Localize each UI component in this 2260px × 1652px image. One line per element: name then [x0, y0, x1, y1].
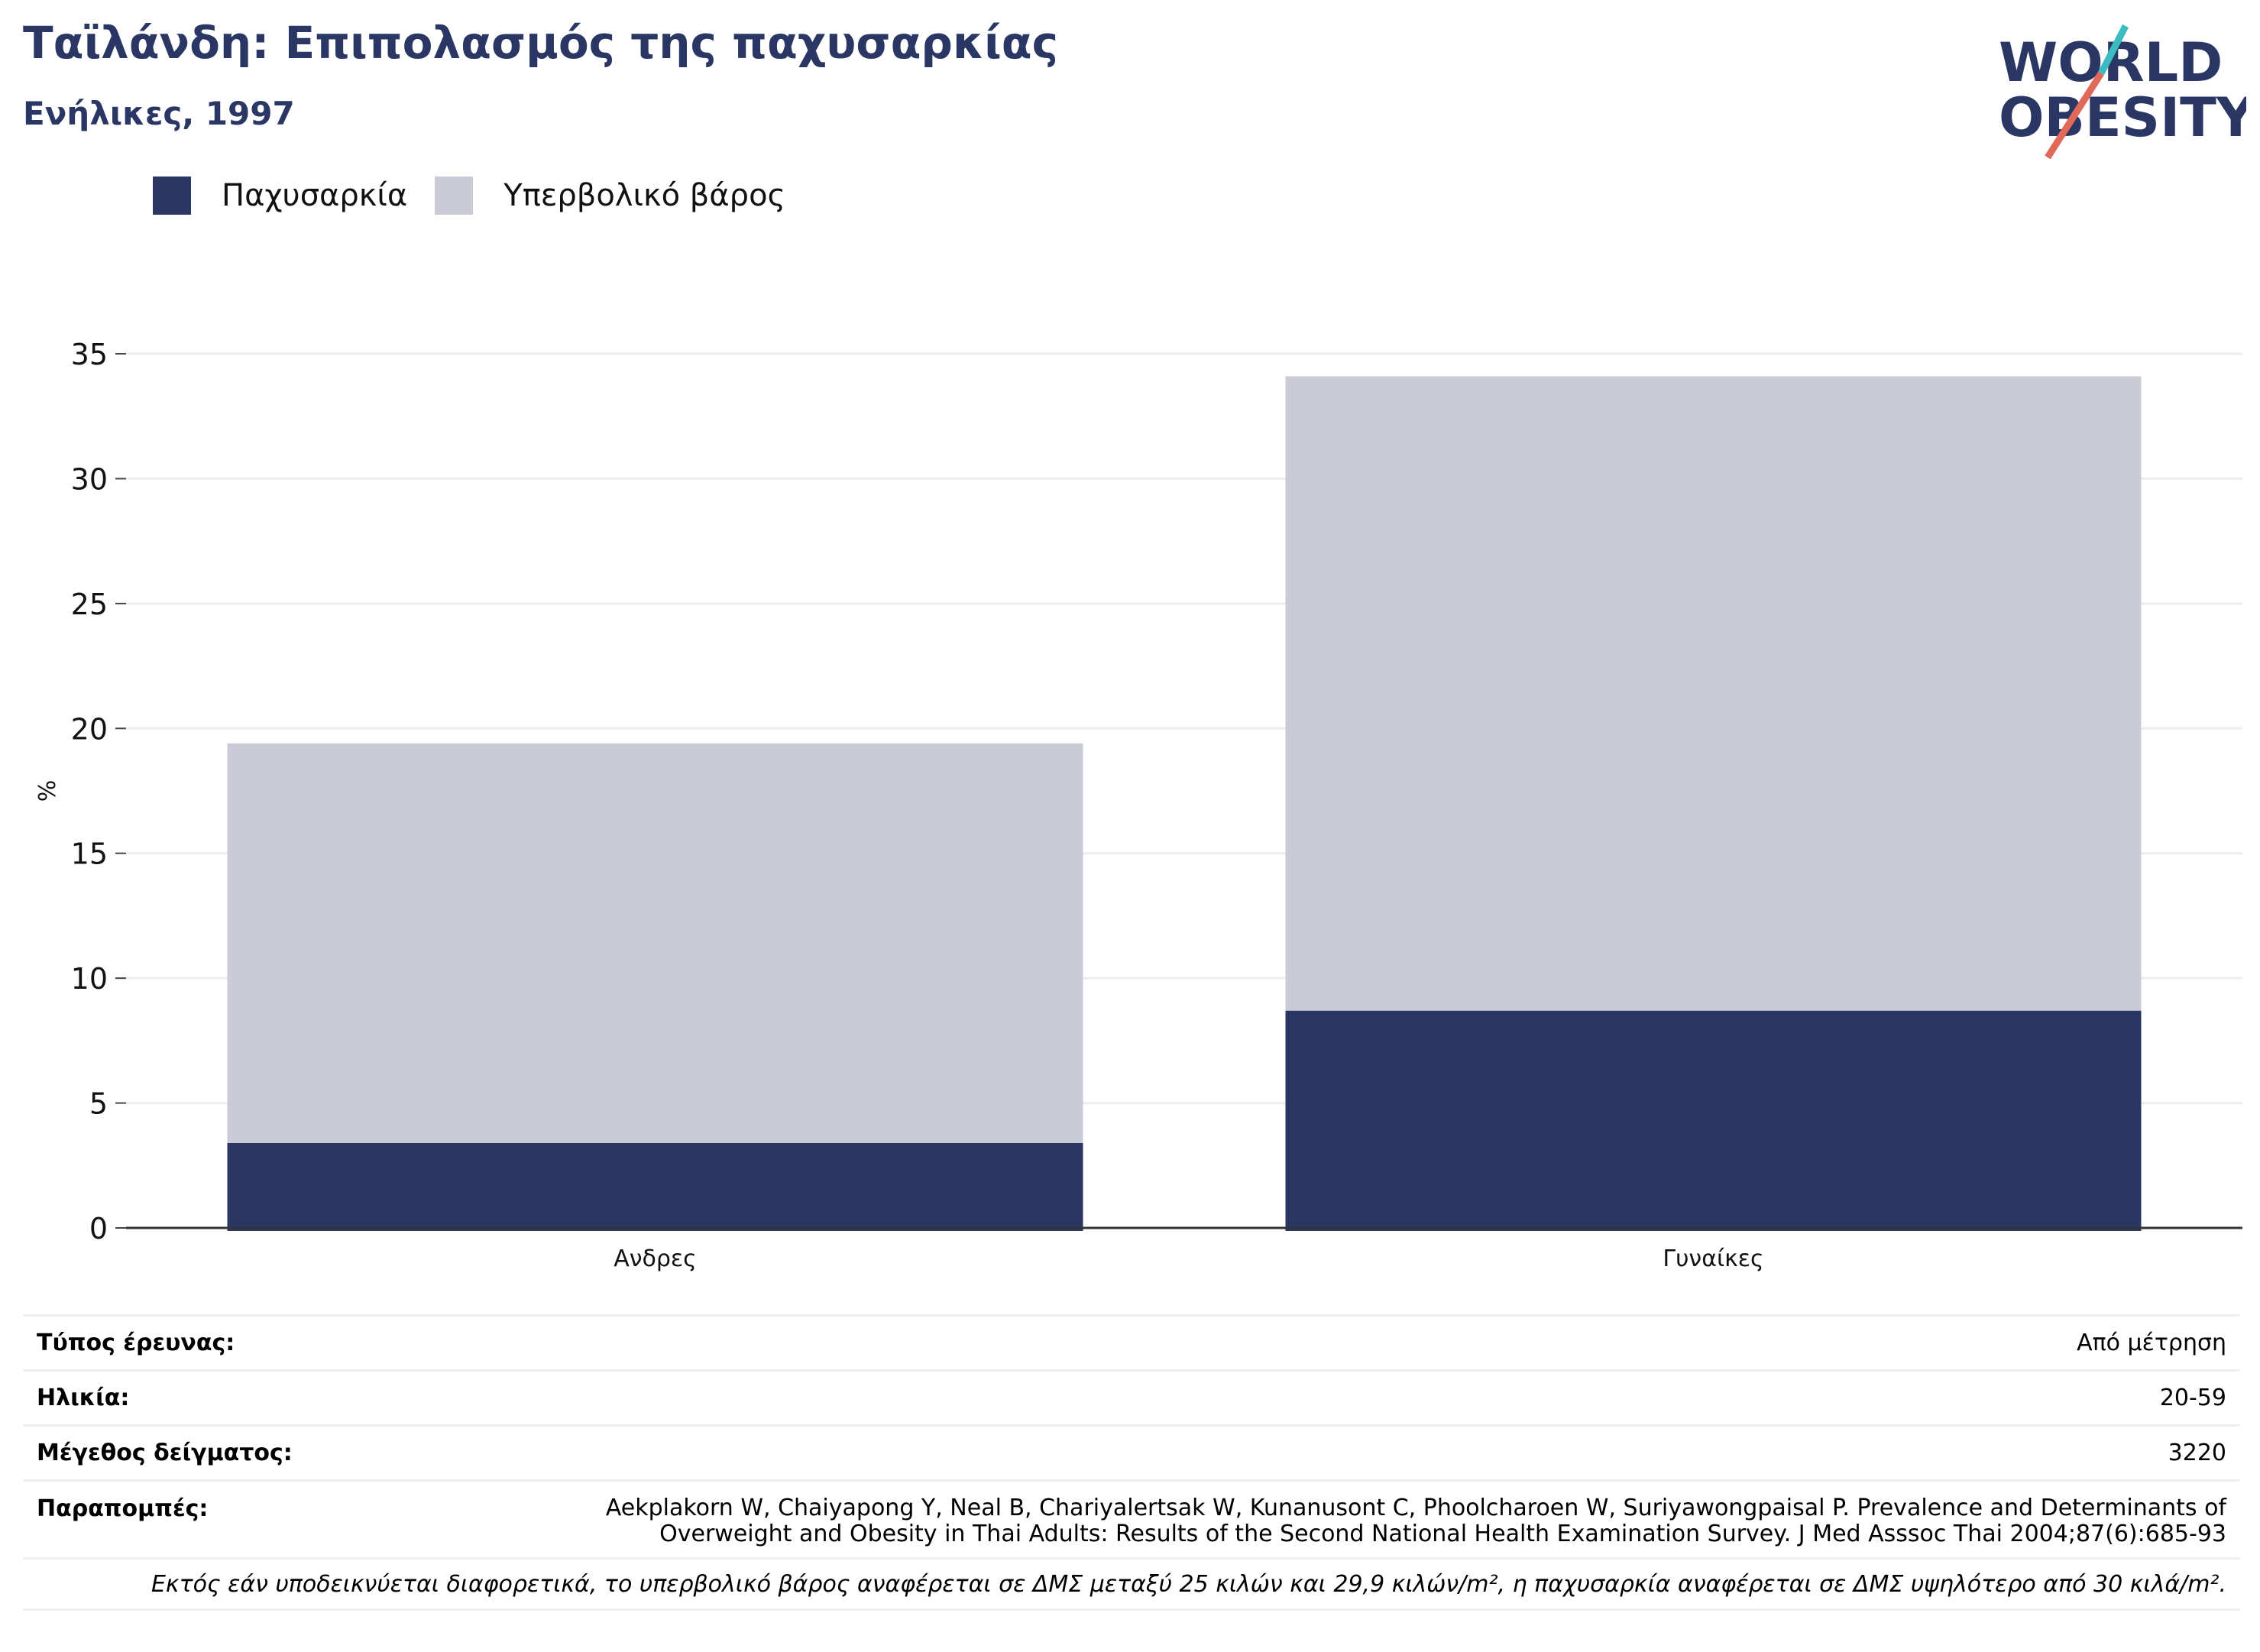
references-line-1: Aekplakorn W, Chaiyapong Y, Neal B, Char… [605, 1495, 2226, 1521]
definition-note-row: Εκτός εάν υποδεικνύεται διαφορετικά, το … [23, 1557, 2240, 1611]
logo-text-world: WORLD [1999, 31, 2223, 94]
legend-item-obesity: Παχυσαρκία [153, 177, 407, 215]
references-value: Aekplakorn W, Chaiyapong Y, Neal B, Char… [606, 1495, 2226, 1547]
y-tick-label: 5 [89, 1087, 108, 1121]
survey-type-label: Τύπος έρευνας: [37, 1330, 235, 1356]
legend-swatch-obesity [153, 177, 191, 215]
y-axis-label: % [34, 780, 61, 802]
definition-note: Εκτός εάν υποδεικνύεται διαφορετικά, το … [151, 1570, 2226, 1598]
bar-obesity-1 [227, 1142, 1083, 1231]
legend-label-obesity: Παχυσαρκία [222, 178, 408, 213]
world-obesity-logo: WORLD OBESITY [1999, 24, 2246, 160]
bar-overweight-2 [1285, 376, 2142, 1011]
chart-legend: Παχυσαρκία Υπερβολικό βάρος [153, 174, 813, 217]
legend-item-overweight: Υπερβολικό βάρος [435, 177, 785, 215]
y-tick-label: 15 [71, 837, 108, 871]
logo-slash-coral [2045, 71, 2104, 160]
y-tick-label: 20 [71, 712, 108, 746]
survey-type-value: Από μέτρηση [2077, 1330, 2226, 1356]
age-value: 20-59 [2159, 1385, 2226, 1411]
x-tick-label: Ανδρες [614, 1245, 697, 1272]
references-label: Παραπομπές: [37, 1495, 209, 1522]
x-tick-label: Γυναίκες [1663, 1245, 1763, 1272]
sample-size-value: 3220 [2168, 1440, 2226, 1466]
bar-overweight-1 [227, 743, 1083, 1143]
references-line-2: Overweight and Obesity in Thai Adults: R… [659, 1521, 2226, 1547]
age-label: Ηλικία: [37, 1385, 130, 1411]
stacked-bar-chart: 0 5 10 15 20 25 30 35% Ανδρες Γυναίκες [34, 338, 2242, 1272]
logo-text-obesity: OBESITY [1999, 86, 2246, 149]
y-tick-label: 30 [71, 462, 108, 496]
sample-size-label: Μέγεθος δείγματος: [37, 1440, 293, 1466]
legend-label-overweight: Υπερβολικό βάρος [503, 178, 786, 213]
y-tick-label: 35 [71, 338, 108, 371]
info-row-references: Παραπομπές: Aekplakorn W, Chaiyapong Y, … [23, 1479, 2240, 1557]
info-row-sample-size: Μέγεθος δείγματος: 3220 [23, 1424, 2240, 1479]
info-row-survey-type: Τύπος έρευνας: Από μέτρηση [23, 1314, 2240, 1369]
logo-slash-teal [2098, 24, 2129, 76]
legend-swatch-overweight [435, 177, 474, 215]
info-row-age: Ηλικία: 20-59 [23, 1369, 2240, 1424]
y-tick-label: 25 [71, 588, 108, 621]
chart-title: Ταϊλάνδη: Επιπολασμός της παχυσαρκίας [23, 17, 1058, 69]
survey-info-table: Τύπος έρευνας: Από μέτρηση Ηλικία: 20-59… [23, 1314, 2240, 1611]
y-tick-label: 10 [71, 962, 108, 996]
y-tick-label: 0 [89, 1212, 108, 1245]
chart-subtitle: Ενήλικες, 1997 [23, 95, 295, 132]
bar-obesity-2 [1285, 1010, 2142, 1231]
